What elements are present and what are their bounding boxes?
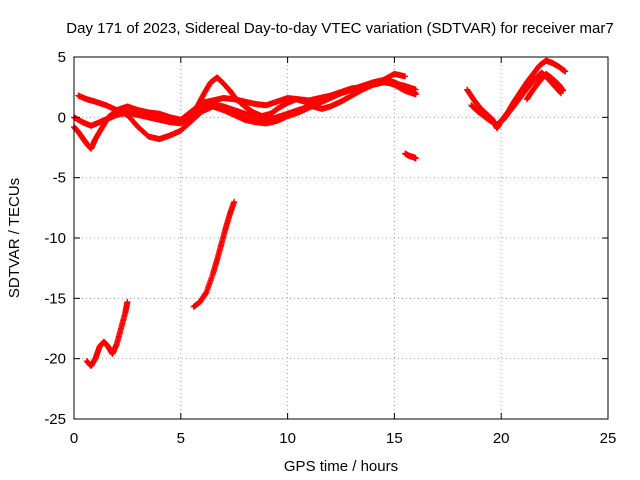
y-tick-label: -10 — [44, 230, 66, 247]
x-tick-label: 5 — [177, 430, 185, 447]
x-tick-label: 0 — [70, 430, 78, 447]
data-point — [231, 198, 238, 205]
y-axis-label: SDTVAR / TECUs — [6, 178, 23, 298]
y-tick-label: 5 — [58, 49, 66, 66]
y-ticks: -25 -20 -15 -10 -5 0 5 — [44, 49, 608, 428]
series-track-d — [188, 70, 409, 120]
data-point — [124, 298, 131, 305]
x-tick-label: 15 — [386, 430, 403, 447]
x-tick-label: 10 — [279, 430, 296, 447]
y-tick-label: -15 — [44, 290, 66, 307]
data-point — [402, 73, 409, 80]
series-track-g — [523, 70, 567, 103]
series-track-e — [464, 57, 569, 132]
y-tick-label: -20 — [44, 351, 66, 368]
y-tick-label: -25 — [44, 411, 66, 428]
series-track-j — [190, 198, 238, 310]
series-track-i — [83, 298, 131, 369]
x-tick-label: 20 — [493, 430, 510, 447]
y-tick-label: -5 — [53, 170, 66, 187]
series-track-h — [402, 150, 419, 162]
chart-title: Day 171 of 2023, Sidereal Day-to-day VTE… — [66, 20, 613, 37]
data-point — [412, 90, 419, 97]
series-track-c — [71, 76, 419, 152]
data-point — [412, 155, 419, 162]
x-tick-label: 25 — [600, 430, 617, 447]
data-points — [71, 57, 569, 369]
x-ticks: 0 5 10 15 20 25 — [70, 57, 617, 447]
data-point — [560, 87, 567, 94]
x-axis-label: GPS time / hours — [284, 458, 398, 475]
data-point — [562, 68, 569, 75]
y-tick-label: 0 — [58, 109, 66, 126]
